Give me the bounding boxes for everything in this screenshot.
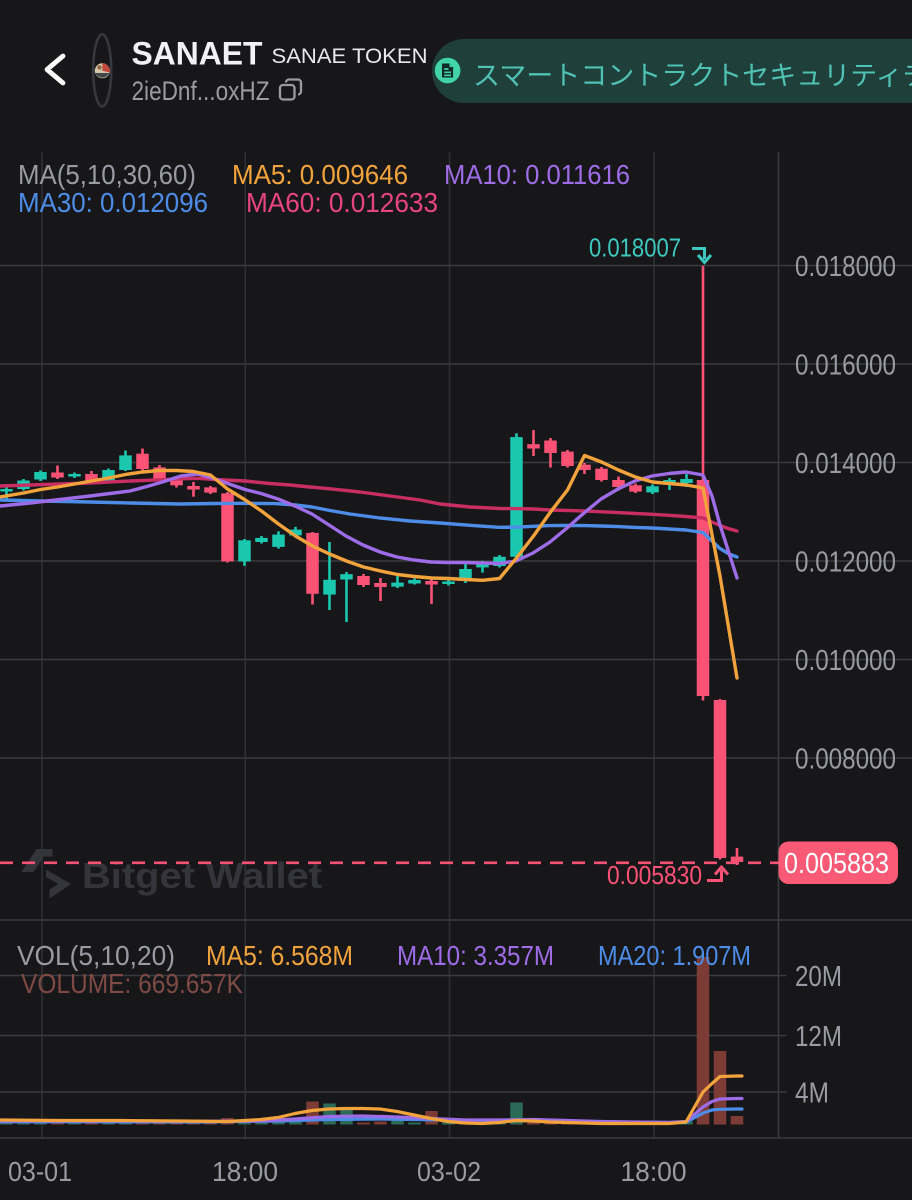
svg-text:18:00: 18:00	[621, 1156, 687, 1187]
svg-text:0.016000: 0.016000	[795, 350, 896, 382]
svg-text:MA30: 0.012096: MA30: 0.012096	[18, 187, 208, 218]
svg-text:03-02: 03-02	[417, 1156, 481, 1187]
svg-text:SANAE TOKEN: SANAE TOKEN	[272, 45, 428, 68]
svg-text:0.014000: 0.014000	[795, 448, 896, 480]
svg-text:MA60: 0.012633: MA60: 0.012633	[246, 187, 438, 218]
svg-text:SANAET: SANAET	[132, 36, 263, 72]
svg-text:0.005830: 0.005830	[607, 860, 702, 890]
svg-text:MA5: 0.009646: MA5: 0.009646	[232, 159, 408, 190]
svg-text:0.018007: 0.018007	[589, 233, 681, 263]
svg-text:MA10: 0.011616: MA10: 0.011616	[444, 159, 630, 190]
svg-text:12M: 12M	[795, 1021, 842, 1053]
svg-text:0.008000: 0.008000	[795, 744, 896, 776]
svg-text:VOL(5,10,20): VOL(5,10,20)	[17, 940, 175, 971]
svg-text:VOLUME: 669.657K: VOLUME: 669.657K	[21, 968, 243, 999]
svg-text:0.010000: 0.010000	[795, 645, 896, 677]
svg-text:0.012000: 0.012000	[795, 547, 896, 579]
svg-text:0.018000: 0.018000	[795, 251, 896, 283]
svg-text:0.005883: 0.005883	[784, 848, 889, 880]
svg-text:18:00: 18:00	[212, 1156, 278, 1187]
svg-text:MA(5,10,30,60): MA(5,10,30,60)	[18, 159, 196, 190]
svg-text:MA5: 6.568M: MA5: 6.568M	[206, 940, 353, 971]
svg-text:2ieDnf...oxHZ: 2ieDnf...oxHZ	[132, 76, 270, 106]
svg-text:4M: 4M	[795, 1078, 829, 1110]
svg-text:20M: 20M	[795, 961, 842, 993]
svg-text:MA20: 1.907M: MA20: 1.907M	[598, 940, 751, 971]
svg-text:03-01: 03-01	[8, 1156, 72, 1187]
svg-text:MA10: 3.357M: MA10: 3.357M	[397, 940, 554, 971]
svg-text:Bitget Wallet: Bitget Wallet	[82, 855, 322, 896]
